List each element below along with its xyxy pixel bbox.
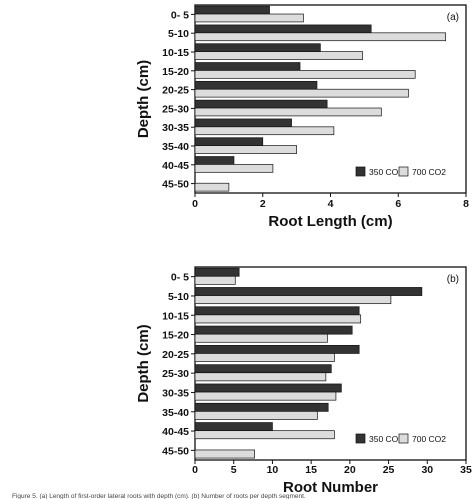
bar-series2-9 [194,182,230,192]
x-tick-label: 10 [267,464,279,476]
bar-series2-1 [194,32,447,42]
legend-label: 700 CO2 [412,434,446,444]
legend-swatch [398,433,409,444]
bar-series2-1 [194,295,392,305]
x-tick-label: 15 [305,464,317,476]
y-tick-label: 30-35 [162,387,189,399]
legend-label: 350 CO2 [369,167,403,177]
y-tick-label: 5-10 [168,28,189,40]
legend: 350 CO2 700 CO2 [355,433,446,444]
bar-series2-6 [194,391,337,401]
y-tick-label: 35-40 [162,141,189,153]
x-tick-label: 4 [328,198,334,210]
bar-series2-4 [194,88,409,98]
chart-panel-2: 0- 5 5-10 10-15 15-20 20-25 25-30 30-35 35-40 40… [135,266,472,496]
bar-series2-9 [194,449,255,459]
legend-swatch [355,166,366,177]
bar-series1-7 [194,137,264,146]
bar-series1-1 [194,287,423,296]
bar-series2-4 [194,353,335,362]
figure-caption: Figure 5. (a) Length of first-order late… [12,493,306,499]
bar-series1-8 [194,156,235,165]
bar-series1-1 [194,24,372,34]
x-tick-label: 5 [231,464,237,476]
bar-series1-4 [194,345,360,354]
y-axis-title: Depth (cm) [135,324,152,402]
x-tick-label: 35 [460,464,472,476]
bar-series2-0 [194,275,236,285]
legend-label: 700 CO2 [412,167,446,177]
x-axis-title: Root Number [283,479,378,496]
y-tick-label: 10-15 [162,47,189,59]
x-tick-label: 30 [421,464,433,476]
legend: 350 CO2 700 CO2 [355,166,446,177]
y-tick-label: 10-15 [162,310,189,322]
panel-label: (b) [447,274,459,285]
y-tick-label: 45-50 [162,445,189,457]
y-tick-label: 35-40 [162,407,189,419]
x-tick-label: 25 [383,464,395,476]
bar-series1-8 [194,422,273,432]
bar-series1-6 [194,118,292,128]
x-tick-label: 20 [344,464,356,476]
y-tick-label: 25-30 [162,103,189,115]
bar-series1-5 [194,99,328,109]
bar-series2-3 [194,333,328,343]
plot-frame [194,266,467,461]
bar-series2-7 [194,411,318,420]
y-tick-label: 30-35 [162,122,189,134]
y-tick-label: 40-45 [162,426,189,438]
x-axis-title: Root Length (cm) [268,213,392,230]
legend-label: 350 CO2 [369,434,403,444]
bar-series2-8 [194,430,335,440]
y-tick-label: 40-45 [162,160,189,172]
y-tick-label: 20-25 [162,85,189,97]
x-tick-label: 8 [463,198,469,210]
bar-series1-2 [194,43,321,52]
y-tick-label: 20-25 [162,349,189,361]
legend-swatch [398,166,409,177]
bar-series2-0 [194,13,304,23]
panel-label: (a) [447,12,459,23]
legend-swatch [355,433,366,444]
y-tick-label: 15-20 [162,66,189,78]
bar-series2-6 [194,126,335,136]
y-tick-label: 25-30 [162,368,189,380]
bar-series1-2 [194,306,360,316]
x-tick-label: 6 [395,198,401,210]
x-tick-label: 0 [192,198,198,210]
bar-series2-2 [194,51,364,60]
bar-series2-5 [194,372,327,382]
bar-series1-5 [194,364,332,374]
bar-series1-6 [194,383,342,393]
bar-series1-4 [194,80,318,90]
bar-series1-3 [194,62,301,71]
bar-series2-3 [194,70,416,79]
bar-series1-0 [194,5,270,15]
y-axis-title: Depth (cm) [135,60,152,138]
bar-series2-7 [194,145,297,154]
bar-series2-5 [194,107,382,117]
y-tick-label: 5-10 [168,291,189,303]
y-tick-label: 0- 5 [171,272,189,284]
y-tick-label: 15-20 [162,330,189,342]
bar-series2-8 [194,164,274,173]
bar-series1-3 [194,325,353,335]
y-tick-label: 45-50 [162,179,189,191]
bar-series1-0 [194,267,240,277]
x-tick-label: 0 [192,464,198,476]
chart-panel-1: 0- 55-1010-1515-2020-2525-3030-3535-4040… [135,4,469,230]
y-tick-label: 0- 5 [171,9,189,21]
x-tick-label: 2 [260,198,266,210]
bar-series1-7 [194,402,329,412]
bar-series2-2 [194,314,362,324]
